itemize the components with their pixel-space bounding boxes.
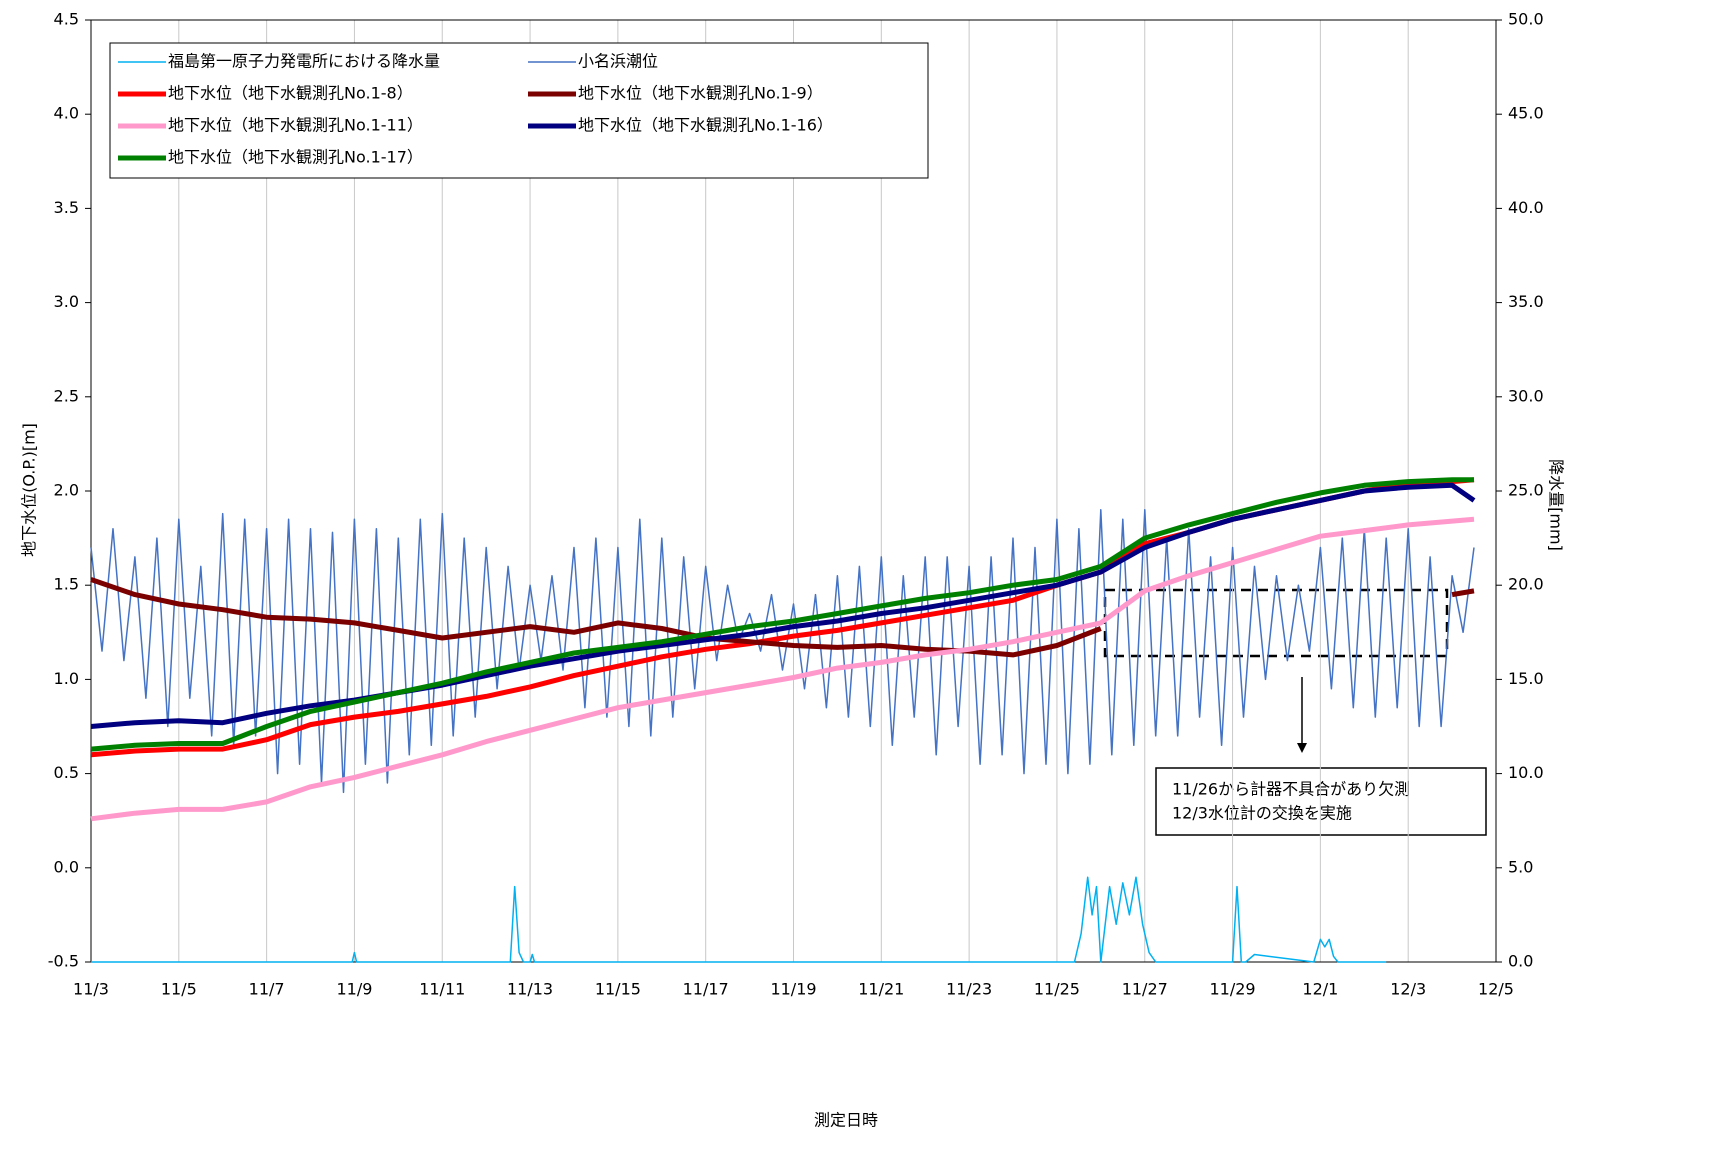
legend-label: 地下水位（地下水観測孔No.1-16） xyxy=(578,116,833,135)
y-tick-label: 3.5 xyxy=(54,198,79,217)
x-tick-label: 11/9 xyxy=(336,980,372,999)
y2-tick-label: 35.0 xyxy=(1508,292,1544,311)
y-axis-label: 地下水位(O.P.)[m] xyxy=(20,423,39,557)
y2-tick-label: 50.0 xyxy=(1508,10,1544,29)
legend-label: 小名浜潮位 xyxy=(578,52,658,71)
legend-label: 地下水位（地下水観測孔No.1-9） xyxy=(578,84,823,103)
x-tick-label: 12/5 xyxy=(1478,980,1514,999)
x-tick-label: 12/1 xyxy=(1302,980,1338,999)
annotation-box xyxy=(1155,767,1487,836)
x-tick-label: 11/21 xyxy=(858,980,904,999)
y-tick-label: 4.5 xyxy=(54,10,79,29)
series-line xyxy=(90,577,1475,658)
y-tick-label: 2.0 xyxy=(54,481,79,500)
x-tick-label: 11/25 xyxy=(1034,980,1080,999)
y2-tick-label: 20.0 xyxy=(1508,575,1544,594)
legend-box xyxy=(109,42,929,179)
y2-tick-label: 45.0 xyxy=(1508,104,1544,123)
x-tick-label: 11/15 xyxy=(595,980,641,999)
legend-label: 地下水位（地下水観測孔No.1-8） xyxy=(168,84,413,103)
y-tick-label: 4.0 xyxy=(54,104,79,123)
y2-tick-label: 40.0 xyxy=(1508,198,1544,217)
y-tick-label: 1.0 xyxy=(54,669,79,688)
x-tick-label: 11/27 xyxy=(1122,980,1168,999)
y-tick-label: 1.5 xyxy=(54,575,79,594)
series-line xyxy=(90,477,1474,752)
annotation: 12/3水位計の交換を実施 xyxy=(1172,804,1352,823)
y2-axis-label: 降水量[mm] xyxy=(1547,459,1566,551)
y-tick-label: 0.0 xyxy=(54,857,79,876)
arrow-head xyxy=(1297,743,1307,753)
y2-tick-label: 0.0 xyxy=(1508,952,1533,971)
series-line xyxy=(91,876,1387,963)
x-tick-label: 11/3 xyxy=(73,980,109,999)
y2-tick-label: 10.0 xyxy=(1508,763,1544,782)
legend-label: 地下水位（地下水観測孔No.1-17） xyxy=(168,148,423,167)
legend-label: 福島第一原子力発電所における降水量 xyxy=(168,52,440,71)
x-tick-label: 12/3 xyxy=(1390,980,1426,999)
x-tick-label: 11/29 xyxy=(1210,980,1256,999)
x-tick-label: 11/5 xyxy=(161,980,197,999)
legend-label: 地下水位（地下水観測孔No.1-11） xyxy=(168,116,423,135)
x-tick-label: 11/17 xyxy=(683,980,729,999)
x-tick-label: 11/11 xyxy=(419,980,465,999)
y-tick-label: 2.5 xyxy=(54,386,79,405)
x-tick-label: 11/23 xyxy=(946,980,992,999)
x-tick-label: 11/13 xyxy=(507,980,553,999)
y-tick-label: 3.0 xyxy=(54,292,79,311)
y-tick-label: 0.5 xyxy=(54,763,79,782)
x-tick-label: 11/19 xyxy=(770,980,816,999)
missing-region xyxy=(1103,588,1449,658)
x-tick-label: 11/7 xyxy=(249,980,285,999)
y2-tick-label: 5.0 xyxy=(1508,857,1533,876)
series-line xyxy=(90,516,1475,822)
series-line xyxy=(90,482,1476,729)
x-axis-label: 測定日時 xyxy=(814,1111,878,1130)
y-tick-label: -0.5 xyxy=(48,952,79,971)
annotation: 11/26から計器不具合があり欠測 xyxy=(1172,780,1410,799)
y2-tick-label: 25.0 xyxy=(1508,481,1544,500)
y2-tick-label: 15.0 xyxy=(1508,669,1544,688)
y2-tick-label: 30.0 xyxy=(1508,386,1544,405)
